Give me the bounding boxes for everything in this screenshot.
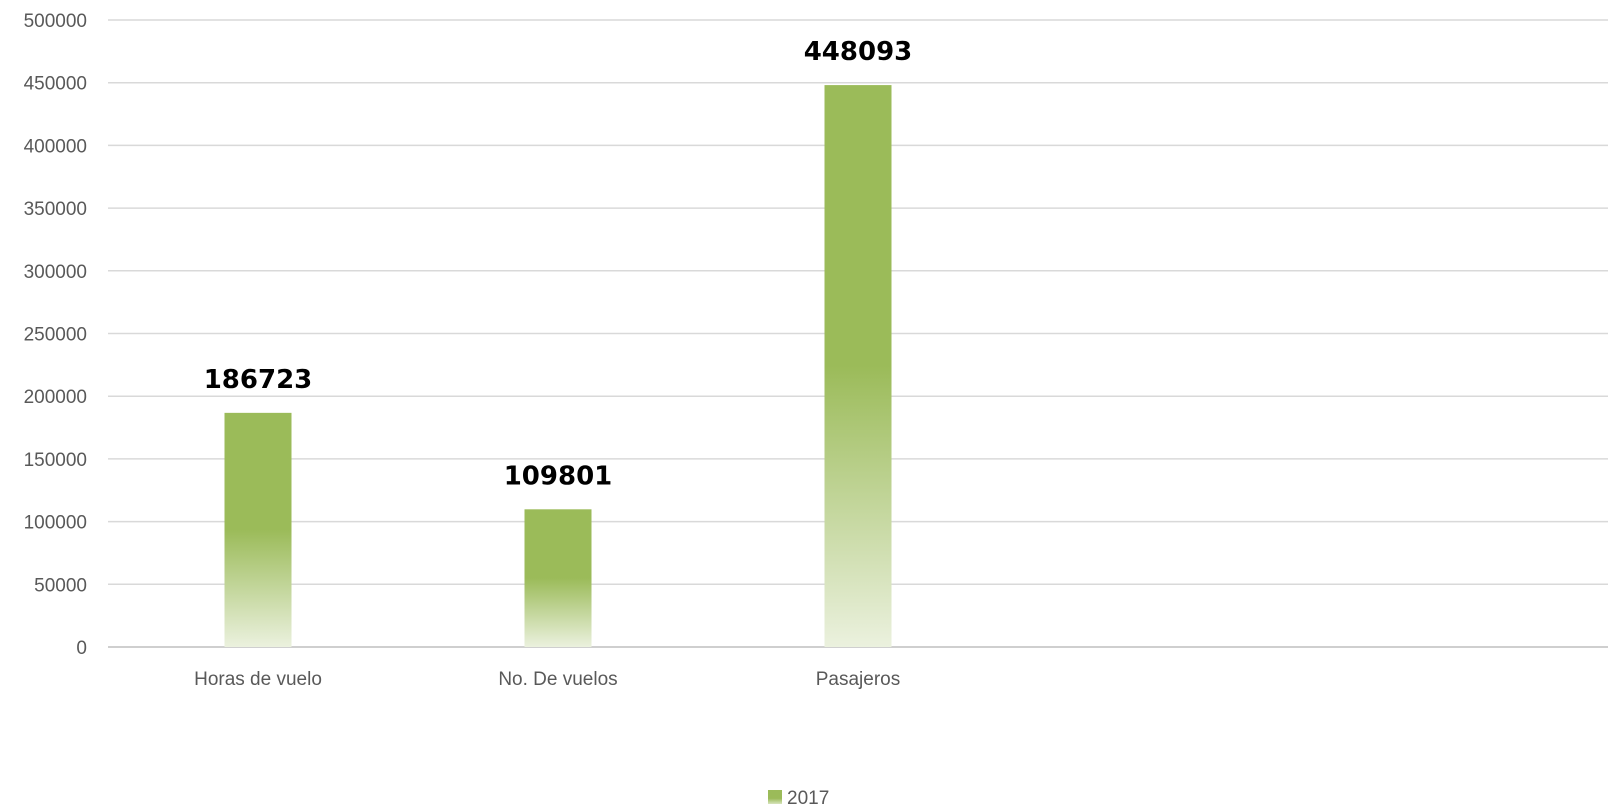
category-label: Horas de vuelo (194, 669, 322, 690)
category-label: No. De vuelos (498, 669, 617, 690)
data-label: 109801 (504, 461, 613, 491)
y-tick-label: 500000 (24, 11, 87, 32)
y-tick-label: 150000 (24, 450, 87, 471)
y-tick-label: 300000 (24, 262, 87, 283)
category-label: Pasajeros (816, 669, 901, 690)
bar (824, 85, 892, 648)
y-tick-label: 250000 (24, 325, 87, 346)
y-tick-label: 400000 (24, 136, 87, 157)
y-axis-tick-labels: 0 50000 100000 150000 200000 250000 300000 3500… (24, 11, 87, 659)
bar (224, 412, 292, 647)
y-tick-label: 350000 (24, 199, 87, 220)
legend: 2017 (768, 788, 829, 808)
y-tick-label: 50000 (34, 575, 87, 596)
data-label: 448093 (804, 37, 913, 67)
bar (524, 509, 592, 647)
legend-label: 2017 (787, 788, 829, 808)
data-label: 186723 (204, 365, 313, 395)
x-axis-category-labels: Horas de vuelo No. De vuelos Pasajeros (194, 669, 900, 690)
legend-swatch (768, 790, 782, 804)
bars (224, 85, 892, 648)
y-tick-label: 100000 (24, 513, 87, 534)
y-tick-label: 200000 (24, 387, 87, 408)
data-labels: 186723 109801 448093 (204, 37, 913, 491)
y-tick-label: 450000 (24, 74, 87, 95)
y-tick-label: 0 (76, 638, 87, 659)
